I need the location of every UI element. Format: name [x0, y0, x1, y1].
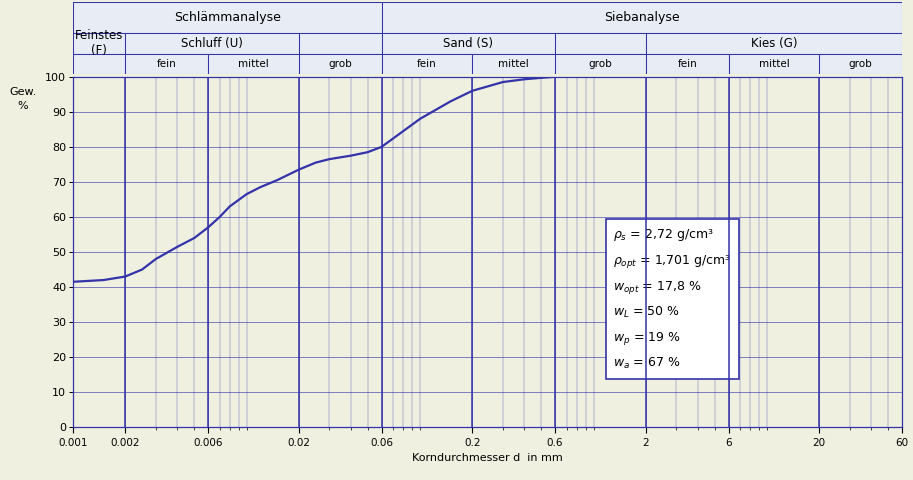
Text: grob: grob: [329, 60, 352, 69]
Bar: [299, 33, 382, 54]
Text: Siebanalyse: Siebanalyse: [604, 11, 679, 24]
Bar: [299, 54, 382, 74]
Bar: [73, 33, 125, 54]
Bar: [125, 54, 208, 74]
Bar: [555, 33, 645, 54]
Text: grob: grob: [849, 60, 873, 69]
Bar: [73, 54, 125, 74]
Text: Feinstes
(F): Feinstes (F): [75, 29, 123, 58]
Text: mittel: mittel: [759, 60, 789, 69]
Bar: [819, 54, 902, 74]
Bar: [382, 2, 902, 33]
Bar: [645, 33, 902, 54]
Text: Kies (G): Kies (G): [750, 37, 797, 50]
Text: Gew.: Gew.: [9, 87, 37, 97]
Bar: [208, 54, 299, 74]
Bar: [125, 33, 299, 54]
Text: Schlämmanalyse: Schlämmanalyse: [173, 11, 280, 24]
Bar: [555, 54, 645, 74]
Bar: [382, 54, 472, 74]
Text: mittel: mittel: [238, 60, 268, 69]
Text: fein: fein: [417, 60, 436, 69]
Text: fein: fein: [677, 60, 697, 69]
Bar: [729, 54, 819, 74]
Text: %: %: [17, 101, 28, 111]
Bar: [382, 33, 555, 54]
Text: grob: grob: [589, 60, 613, 69]
Text: fein: fein: [157, 60, 176, 69]
Text: mittel: mittel: [498, 60, 529, 69]
Bar: [472, 54, 555, 74]
Text: Schluff (U): Schluff (U): [181, 37, 243, 50]
Text: $\rho_s$ = 2,72 g/cm³
$\rho_{opt}$ = 1,701 g/cm³
$w_{opt}$ = 17,8 %
$w_L$ = 50 %: $\rho_s$ = 2,72 g/cm³ $\rho_{opt}$ = 1,7…: [614, 228, 731, 371]
Bar: [73, 2, 382, 33]
Bar: [645, 54, 729, 74]
Text: Sand (S): Sand (S): [444, 37, 493, 50]
X-axis label: Korndurchmesser d  in mm: Korndurchmesser d in mm: [412, 453, 563, 463]
